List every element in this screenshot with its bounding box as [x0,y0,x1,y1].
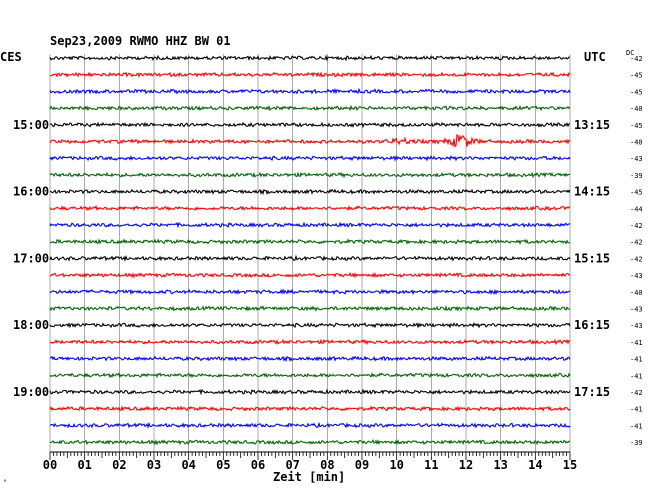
right-time-label: 15:15 [574,251,610,265]
seismic-trace [49,54,571,62]
dc-value: -45 [630,88,643,96]
dc-value: -41 [630,372,643,380]
seismic-trace [49,322,571,329]
x-tick-label: 01 [77,458,91,472]
seismic-trace [49,104,571,112]
seismic-trace [49,338,571,346]
seismic-trace [49,355,571,363]
dc-value: -42 [630,222,643,230]
right-time-label: 14:15 [574,185,610,199]
seismic-trace [49,372,571,379]
dc-value: -42 [630,255,643,263]
seismic-trace [49,155,571,162]
dc-value: -45 [630,122,643,130]
seismic-trace [49,421,571,429]
seismic-trace [49,254,571,262]
dc-value: -42 [630,239,643,247]
x-tick-label: 08 [320,458,334,472]
dc-value: -40 [630,139,643,147]
right-time-label: 17:15 [574,385,610,399]
left-time-label: 17:00 [13,251,49,265]
dc-value: -43 [630,306,643,314]
left-time-label: 15:00 [13,118,49,132]
dc-value: -41 [630,406,643,414]
dc-label: DC [626,49,634,57]
x-tick-label: 03 [147,458,161,472]
seismic-trace [49,87,571,95]
x-tick-label: 06 [251,458,265,472]
seismic-trace [49,405,571,412]
seismic-trace [49,205,571,212]
x-axis-label: Zeit [min] [273,470,345,484]
time-labels: 15:00 16:00 17:00 18:00 19:00 13:15 14:15 15:15… [13,118,610,399]
dc-value: -39 [630,439,643,447]
seismic-trace [49,121,571,129]
seismic-trace [49,133,571,149]
seismic-trace [49,71,571,78]
x-tick-label: 12 [459,458,473,472]
dc-value: -45 [630,72,643,80]
chart-title: Sep23,2009 RWMO HHZ BW 01 [50,34,231,48]
x-tick-label: 13 [493,458,507,472]
dc-value: -41 [630,422,643,430]
dc-value: -39 [630,172,643,180]
dc-value: -41 [630,339,643,347]
left-time-label: 19:00 [13,385,49,399]
x-tick-label: 00 [43,458,57,472]
seismic-trace [49,305,571,312]
dc-value: -45 [630,189,643,197]
corner-mark: ᵃ [3,478,7,486]
left-time-label: 16:00 [13,185,49,199]
dc-value: -41 [630,356,643,364]
seismic-trace [49,188,571,196]
x-tick-label: 10 [389,458,403,472]
dc-value: -40 [630,105,643,113]
x-tick-label: 02 [112,458,126,472]
x-tick-label: 14 [528,458,542,472]
x-tick-label: 05 [216,458,230,472]
seismic-trace [49,238,571,245]
x-tick-label: 04 [181,458,195,472]
left-timezone-label: CES [0,50,22,64]
right-timezone-label: UTC [584,50,606,64]
seismic-trace [49,288,571,296]
dc-value: -40 [630,289,643,297]
x-tick-label: 09 [355,458,369,472]
x-tick-label: 11 [424,458,438,472]
dc-value: -42 [630,389,643,397]
dc-value: -44 [630,205,643,213]
seismic-trace [49,388,571,396]
dc-value: -43 [630,155,643,163]
dc-value: -43 [630,322,643,330]
dc-value: -43 [630,272,643,280]
left-time-label: 18:00 [13,318,49,332]
trace-group: -42 -45 -45 -40 -45 -40 -43 -39 -45 -44 -42 -42 -42 -… [49,54,643,447]
seismic-trace [49,439,571,446]
seismic-trace [49,221,571,229]
x-tick-label: 07 [285,458,299,472]
time-grid [49,54,571,452]
seismic-trace [49,171,571,179]
right-time-label: 13:15 [574,118,610,132]
x-axis: 00 01 02 03 04 05 06 07 08 09 10 11 12 13 14 15 [43,451,577,472]
seismic-trace [49,272,571,279]
x-tick-label: 15 [563,458,577,472]
dc-value: -42 [630,55,643,63]
right-time-label: 16:15 [574,318,610,332]
